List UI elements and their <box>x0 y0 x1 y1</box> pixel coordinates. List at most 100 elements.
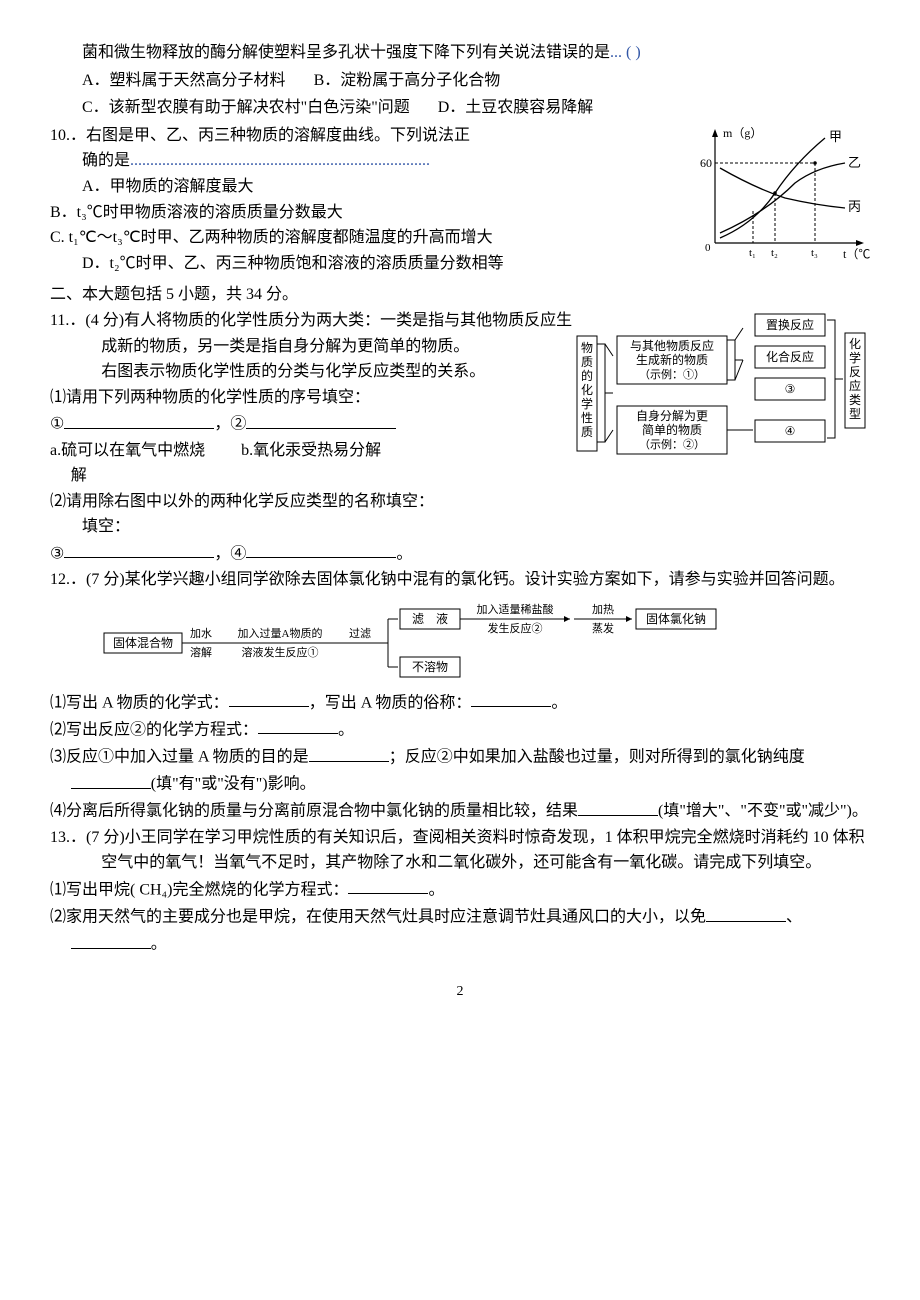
svg-text:化: 化 <box>581 383 593 397</box>
svg-text:溶解: 溶解 <box>190 645 212 659</box>
q13-p2: ⑵家用天然气的主要成分也是甲烷，在使用天然气灶具时应注意调节灶具通风口的大小，以… <box>50 903 870 957</box>
blank-purpose[interactable] <box>309 743 389 762</box>
label-bing: 丙 <box>848 199 861 214</box>
svg-text:质: 质 <box>581 425 593 439</box>
q12-p1: ⑴写出 A 物质的化学式：，写出 A 物质的俗称：。 <box>50 689 870 716</box>
q9-continuation: 菌和微生物释放的酶分解使塑料呈多孔状十强度下降下列有关说法错误的是... ( ) <box>50 40 870 66</box>
q11-p1: ⑴请用下列两种物质的化学性质的序号填空： <box>50 385 575 411</box>
svg-text:性: 性 <box>581 411 593 425</box>
q12-flow: 固体混合物 加水 溶解 加入过量A物质的 溶液发生反应① 过滤 滤 液 加入适量… <box>76 601 870 681</box>
q10-opt-c: C. t₁℃～t₃℃时甲、乙两种物质的溶解度都随温度的升高而增大 <box>50 225 695 251</box>
q11-p2-blanks: ③，④。 <box>50 540 575 567</box>
q12-p2: ⑵写出反应②的化学方程式：。 <box>50 716 870 743</box>
blank-a-formula[interactable] <box>229 689 309 708</box>
q11-row: 11.．(4 分)有人将物质的化学性质分为两大类：一类是指与其他物质反应生成新的… <box>50 308 870 567</box>
q9-opt-d: D．土豆农膜容易降解 <box>438 95 594 121</box>
q11-text-col: 11.．(4 分)有人将物质的化学性质分为两大类：一类是指与其他物质反应生成新的… <box>50 308 575 567</box>
svg-text:型: 型 <box>849 407 861 421</box>
blank-a-name[interactable] <box>471 689 551 708</box>
q9-stem-cont: 菌和微生物释放的酶分解使塑料呈多孔状十强度下降下列有关说法错误的是 <box>82 44 610 61</box>
q13-p1: ⑴写出甲烷( CH₄)完全燃烧的化学方程式：。 <box>50 876 870 903</box>
q12-p4: ⑷分离后所得氯化钠的质量与分离前原混合物中氯化钠的质量相比较，结果(填"增大"、… <box>50 797 870 824</box>
q11-p2-cont: 填空： <box>50 514 575 540</box>
svg-text:发生反应②: 发生反应② <box>488 621 543 635</box>
svg-text:置换反应: 置换反应 <box>766 317 814 332</box>
q10-stem2-row: 确的是.....................................… <box>50 148 695 174</box>
q10-stem1: 10.．右图是甲、乙、丙三种物质的溶解度曲线。下列说法正 <box>50 123 695 149</box>
q11-b-cont: 解 <box>50 463 575 489</box>
blank-result[interactable] <box>578 797 658 816</box>
svg-text:（示例：②）: （示例：②） <box>639 437 705 451</box>
y-tick-60: 60 <box>700 156 712 170</box>
blank-ch4-eq[interactable] <box>348 876 428 895</box>
svg-text:反: 反 <box>849 365 861 379</box>
q12-stem: 12.．(7 分)某化学兴趣小组同学欲除去固体氯化钠中混有的氯化钙。设计实验方案… <box>50 567 870 593</box>
blank-1[interactable] <box>64 410 214 429</box>
svg-text:固体氯化钠: 固体氯化钠 <box>646 611 706 626</box>
svg-text:加入过量A物质的: 加入过量A物质的 <box>238 626 323 640</box>
svg-text:类: 类 <box>849 393 861 407</box>
blank-vent2[interactable] <box>71 930 151 949</box>
q9-options-row2: C．该新型农膜有助于解决农村"白色污染"问题 D．土豆农膜容易降解 <box>50 95 870 121</box>
blank-effect[interactable] <box>71 770 151 789</box>
svg-text:加水: 加水 <box>190 627 212 640</box>
svg-text:（示例：①）: （示例：①） <box>639 367 705 381</box>
blank-4[interactable] <box>246 540 396 559</box>
page-number: 2 <box>50 981 870 1003</box>
x-tick-3: t₃ <box>811 247 818 259</box>
svg-text:学: 学 <box>849 350 861 365</box>
y-label: m（g） <box>723 126 762 140</box>
q13-stem: 13.．(7 分)小王同学在学习甲烷性质的有关知识后，查阅相关资料时惊奇发现，1… <box>50 825 870 876</box>
svg-text:0: 0 <box>705 242 711 254</box>
q11-stem2: 右图表示物质化学性质的分类与化学反应类型的关系。 <box>50 359 575 385</box>
svg-text:加入适量稀盐酸: 加入适量稀盐酸 <box>477 602 554 616</box>
svg-text:质: 质 <box>581 355 593 369</box>
q10-row: 10.．右图是甲、乙、丙三种物质的溶解度曲线。下列说法正 确的是........… <box>50 123 870 277</box>
q11-a: a.硫可以在氧气中燃烧 <box>50 442 205 459</box>
svg-text:加热: 加热 <box>592 603 614 616</box>
q11-p1-blanks: ①，② <box>50 410 575 437</box>
curve-jia <box>720 138 825 238</box>
blank-eq2[interactable] <box>258 716 338 735</box>
q10-opt-a: A．甲物质的溶解度最大 <box>50 174 695 200</box>
svg-text:④: ④ <box>785 424 796 438</box>
q9-opt-a: A．塑料属于天然高分子材料 <box>82 68 286 94</box>
svg-text:化合反应: 化合反应 <box>766 349 814 364</box>
svg-text:自身分解为更: 自身分解为更 <box>636 408 708 423</box>
svg-text:简单的物质: 简单的物质 <box>642 422 702 437</box>
q11-p2: ⑵请用除右图中以外的两种化学反应类型的名称填空： <box>50 489 575 515</box>
q10-stem2: 确的是 <box>82 152 130 169</box>
label-jia: 甲 <box>829 129 842 144</box>
blank-vent1[interactable] <box>706 903 786 922</box>
svg-text:固体混合物: 固体混合物 <box>113 635 173 650</box>
svg-text:过滤: 过滤 <box>349 627 371 640</box>
curve-yi <box>720 163 845 233</box>
x-tick-1: t₁ <box>749 247 756 259</box>
q10-text-col: 10.．右图是甲、乙、丙三种物质的溶解度曲线。下列说法正 确的是........… <box>50 123 695 277</box>
label-yi: 乙 <box>848 155 861 170</box>
q9-options-row1: A．塑料属于天然高分子材料 B．淀粉属于高分子化合物 <box>50 68 870 94</box>
svg-text:学: 学 <box>581 396 593 411</box>
q9-opt-b: B．淀粉属于高分子化合物 <box>314 68 501 94</box>
q10-dots: ........................................… <box>130 152 430 169</box>
x-tick-2: t₂ <box>771 247 778 259</box>
blank-2[interactable] <box>246 410 396 429</box>
svg-text:③: ③ <box>785 382 796 396</box>
svg-text:应: 应 <box>849 378 861 393</box>
svg-text:滤 液: 滤 液 <box>412 611 448 626</box>
q11-b: b.氧化汞受热易分解 <box>241 442 381 459</box>
svg-text:不溶物: 不溶物 <box>412 659 448 674</box>
section2-heading: 二、本大题包括 5 小题，共 34 分。 <box>50 282 870 308</box>
q9-opt-c: C．该新型农膜有助于解决农村"白色污染"问题 <box>82 95 410 121</box>
q11-diagram: 物 质 的 化 学 性 质 与其他物质反应 生成新的物质 （示例：①） 自身分解… <box>575 308 870 478</box>
svg-text:蒸发: 蒸发 <box>592 621 614 635</box>
q10-opt-b: B．t₃℃时甲物质溶液的溶质质量分数最大 <box>50 200 695 226</box>
x-label: t（℃） <box>843 247 870 261</box>
svg-text:化: 化 <box>849 337 861 351</box>
blank-3[interactable] <box>64 540 214 559</box>
q12-p3: ⑶反应①中加入过量 A 物质的目的是；反应②中如果加入盐酸也过量，则对所得到的氯… <box>50 743 870 797</box>
svg-text:物: 物 <box>581 341 593 355</box>
svg-text:溶液发生反应①: 溶液发生反应① <box>242 645 319 659</box>
svg-text:生成新的物质: 生成新的物质 <box>636 352 708 367</box>
q11-ab-row: a.硫可以在氧气中燃烧 b.氧化汞受热易分解 <box>50 438 575 464</box>
